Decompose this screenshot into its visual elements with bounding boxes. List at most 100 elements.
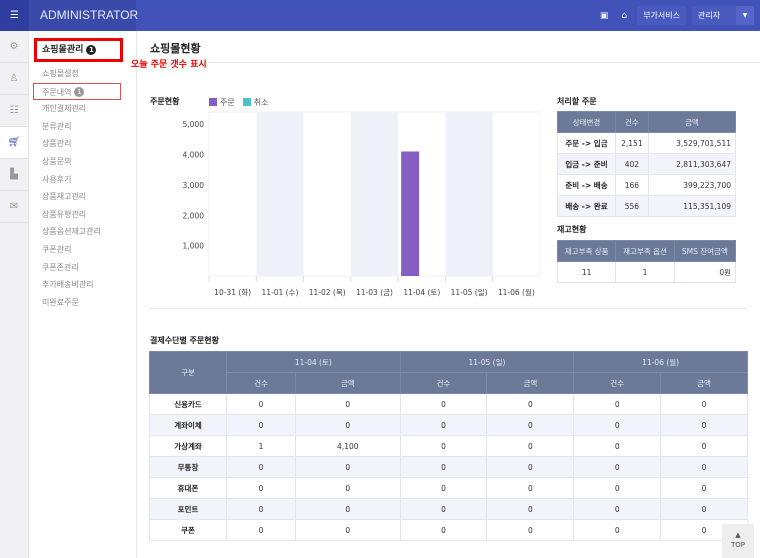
table-cell: 11-04 (토) — [226, 351, 401, 373]
y-tick-label: 1,000 — [183, 242, 205, 251]
sidebar-item-label: 상품관리 — [42, 139, 72, 149]
sidebar-item[interactable]: 상품관리 — [29, 135, 137, 153]
sidebar-item[interactable]: 쇼핑몰설정 — [29, 65, 137, 83]
sidebar-item[interactable]: 상품문의 — [29, 153, 137, 171]
table-cell: 상태변경 — [557, 111, 616, 133]
icon-sidebar: ⚙ ♙ ☷ 🛒︎ ▙ ✉ — [0, 31, 29, 558]
x-tick-label: 11-01 (수) — [261, 288, 298, 297]
sidebar-item[interactable]: 미완료주문 — [29, 294, 137, 312]
table-cell: 포인트 — [149, 498, 227, 520]
top-button[interactable]: ▲ TOP — [722, 524, 754, 558]
table-header: 재고부족 상품 재고부족 옵션 SMS 잔여금액 — [556, 240, 737, 262]
table-cell: 무통장 — [149, 456, 227, 478]
y-tick-label: 3,000 — [183, 181, 205, 190]
cart-icon[interactable]: 🛒︎ — [0, 127, 28, 159]
sidebar-menu: 쇼핑몰관리 1 쇼핑몰설정 주문내역 1 개인결제관리 분류관리 상품관리 상품문의 사용후기 상… — [29, 31, 137, 558]
table-cell: 0 — [294, 519, 401, 541]
sidebar-item[interactable]: 사용후기 — [29, 171, 137, 189]
x-tick-label: 10-31 (화) — [214, 288, 251, 297]
sidebar-item-label: 개인결제관리 — [42, 104, 87, 114]
sidebar-item-label: 추가배송비관리 — [42, 280, 94, 290]
table-header: 구분 11-04 (토) 11-05 (일) 11-06 (월) — [149, 351, 748, 394]
table-cell: 0 — [573, 456, 662, 478]
list-icon[interactable]: ☷ — [0, 95, 28, 127]
x-tick-label: 11-04 (토) — [403, 288, 440, 297]
table-row: 신용카드 0 0 0 0 0 0 — [149, 393, 748, 415]
top-label: TOP — [730, 541, 745, 549]
sidebar-item-label: 주문내역 — [42, 87, 72, 97]
sidebar-item-label: 분류관리 — [42, 121, 72, 131]
y-tick-label: 4,000 — [183, 151, 205, 160]
legend-label: 주문 — [220, 98, 235, 107]
table-cell: 399,223,700 — [647, 174, 737, 196]
table-cell: 계좌이체 — [149, 414, 227, 436]
table-cell: 556 — [615, 195, 649, 217]
legend-item-order: 주문 — [209, 97, 235, 108]
table-cell: 0 — [573, 393, 662, 415]
table-cell: 신용카드 — [149, 393, 227, 415]
sidebar-item[interactable]: 쿠폰존관리 — [29, 259, 137, 277]
sidebar-item-label: 상품문의 — [42, 156, 72, 166]
pending-title: 처리할 주문 — [557, 97, 597, 106]
stock-table: 재고부족 상품 재고부족 옵션 SMS 잔여금액 11 1 0원 — [556, 240, 737, 283]
table-cell: 0 — [486, 498, 575, 520]
chart-icon[interactable]: ▙ — [0, 159, 28, 191]
table-cell: 4,100 — [294, 435, 401, 457]
sidebar-item[interactable]: 개인결제관리 — [29, 100, 137, 118]
brand-logo[interactable]: ADMINISTRATOR — [29, 0, 138, 31]
sidebar-item[interactable]: 상품재고관리 — [29, 188, 137, 206]
table-cell: 주문 -> 입금 — [557, 132, 616, 154]
menu-title[interactable]: 쇼핑몰관리 1 — [34, 38, 123, 62]
sidebar-item[interactable]: 주문내역 1 — [33, 82, 121, 101]
table-cell: 0 — [226, 498, 296, 520]
menu-title-label: 쇼핑몰관리 — [42, 45, 84, 55]
order-count-badge: 1 — [86, 44, 97, 55]
mail-icon[interactable]: ✉ — [0, 191, 28, 223]
table-cell: 휴대폰 — [149, 477, 227, 499]
table-cell: 준비 -> 배송 — [557, 174, 616, 196]
chart-legend: 주문 취소 — [209, 97, 268, 108]
menu-toggle-icon[interactable]: ☰ — [0, 0, 29, 31]
table-cell: 0 — [486, 456, 575, 478]
x-tick-label: 11-06 (월) — [498, 287, 535, 297]
table-cell: 금액 — [294, 372, 401, 394]
user-icon[interactable]: ♙ — [0, 63, 28, 95]
sidebar-item[interactable]: 분류관리 — [29, 118, 137, 136]
table-cell: 0 — [399, 477, 488, 499]
stock-title: 재고현황 — [557, 225, 587, 234]
page-title: 쇼핑몰현황 — [150, 42, 201, 55]
table-row: 준비 -> 배송 166 399,223,700 — [557, 174, 737, 196]
table-cell: 건수 — [573, 372, 662, 394]
sidebar-item[interactable]: 상품유형관리 — [29, 206, 137, 224]
gear-icon[interactable]: ⚙ — [0, 31, 28, 63]
annotation-text: 오늘 주문 갯수 표시 — [131, 60, 207, 70]
sidebar-item-label: 상품유형관리 — [42, 209, 87, 219]
divider — [149, 308, 747, 309]
chevron-down-icon[interactable]: ▼ — [736, 6, 754, 25]
table-header: 상태변경 건수 금액 — [557, 111, 737, 133]
sidebar-item[interactable]: 쿠폰관리 — [29, 241, 137, 259]
table-cell: SMS 잔여금액 — [673, 240, 737, 262]
table-cell: 0 — [486, 519, 575, 541]
sidebar-item[interactable]: 추가배송비관리 — [29, 276, 137, 294]
sidebar-item-label: 쇼핑몰설정 — [42, 69, 79, 78]
table-cell: 0 — [399, 456, 488, 478]
home-icon[interactable]: ⌂ — [621, 10, 628, 21]
shop-icon[interactable]: ▣ — [599, 10, 609, 21]
table-cell: 0 — [294, 456, 401, 478]
sidebar-item-label: 사용후기 — [42, 174, 72, 184]
table-row: 쿠폰 0 0 0 0 0 0 — [149, 519, 748, 541]
table-cell: 0 — [573, 519, 662, 541]
table-cell: 금액 — [486, 372, 575, 394]
service-button[interactable]: 부가서비스 — [637, 6, 686, 25]
table-cell: 3,529,701,511 — [647, 132, 737, 154]
table-cell: 입금 -> 준비 — [557, 153, 616, 175]
table-cell: 166 — [615, 174, 649, 196]
y-tick-label: 2,000 — [183, 211, 205, 220]
table-cell: 0 — [294, 477, 401, 499]
user-select[interactable]: 관리자 ▼ — [692, 6, 754, 25]
x-tick-label: 11-05 (일) — [451, 288, 488, 297]
column-band — [256, 112, 304, 276]
sidebar-item[interactable]: 상품옵션재고관리 — [29, 223, 137, 241]
table-row: 11 1 0원 — [556, 261, 737, 283]
